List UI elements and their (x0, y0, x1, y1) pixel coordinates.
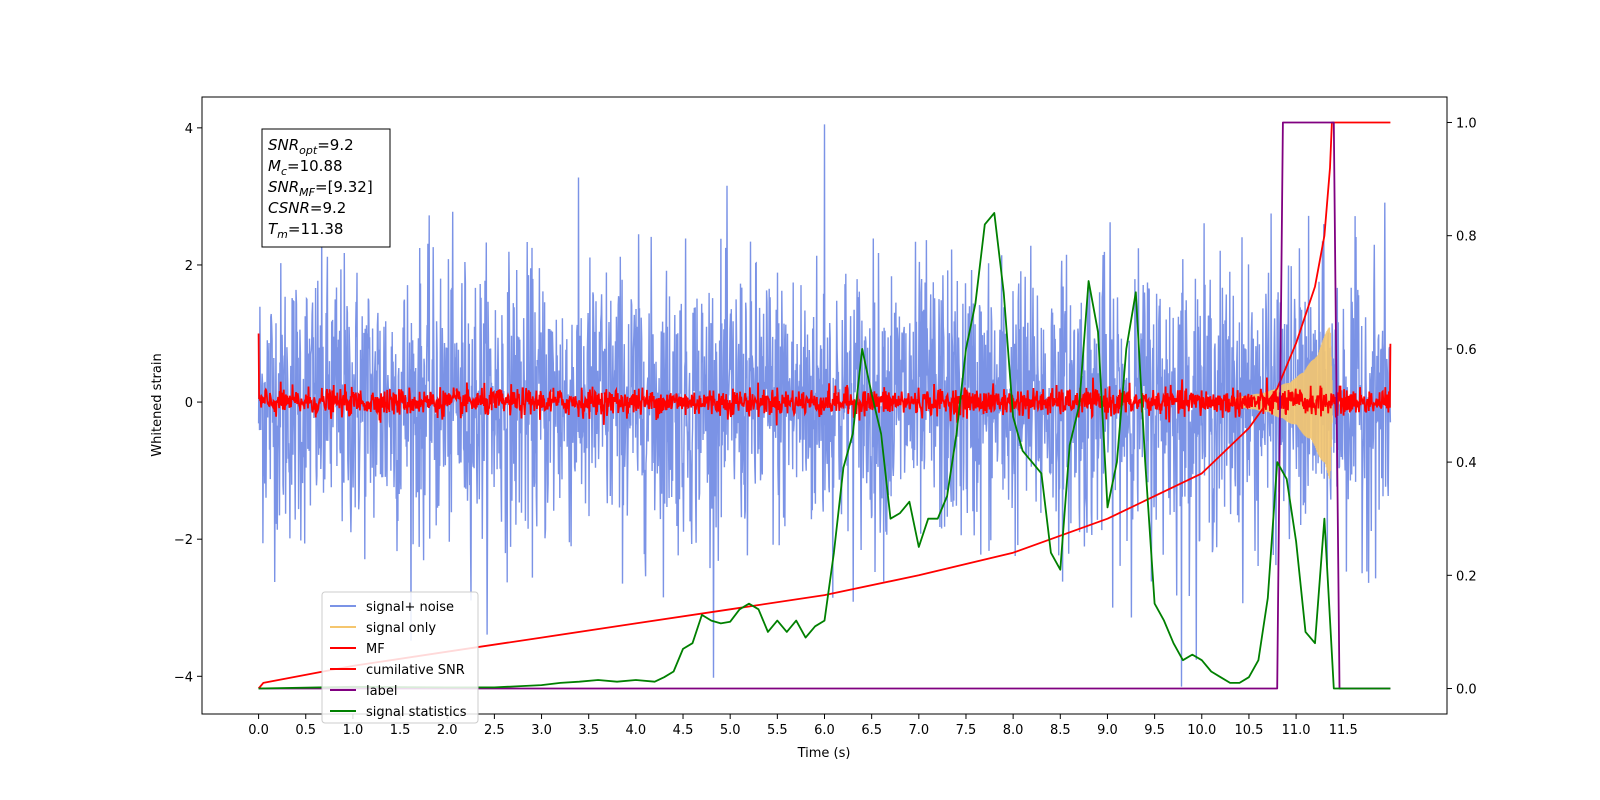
y2-tick-label: 0.8 (1456, 230, 1477, 245)
annotation-line: SNRopt=9.2 (268, 136, 354, 157)
legend-label: signal+ noise (366, 600, 454, 615)
x-tick-label: 2.0 (437, 723, 458, 738)
y2-tick-label: 1.0 (1456, 116, 1477, 131)
x-tick-label: 8.0 (1003, 723, 1024, 738)
y2-tick-label: 0.6 (1456, 343, 1477, 358)
x-tick-label: 0.0 (248, 723, 269, 738)
legend: signal+ noise signal only MF cumilative SNR… (321, 591, 479, 724)
x-tick-label: 5.0 (720, 723, 741, 738)
annotation-line: Mc=10.88 (268, 157, 343, 178)
series-mf (257, 333, 1392, 426)
x-tick-label: 9.0 (1097, 723, 1118, 738)
y-tick-label: 2 (185, 259, 193, 274)
y-axis-label: Whitened strain (150, 353, 165, 456)
y-tick-label: 4 (185, 122, 193, 137)
x-tick-label: 10.5 (1234, 723, 1263, 738)
legend-label: cumilative SNR (366, 663, 465, 678)
x-tick-label: 7.5 (956, 723, 977, 738)
annotation-line: SNRMF=[9.32] (268, 178, 373, 199)
x-tick-label: 3.5 (578, 723, 599, 738)
x-tick-label: 0.5 (295, 723, 316, 738)
legend-label: signal statistics (366, 705, 467, 720)
x-tick-label: 8.5 (1050, 723, 1071, 738)
y-tick-label: −2 (174, 533, 193, 548)
x-tick-label: 9.5 (1144, 723, 1165, 738)
x-tick-label: 5.5 (767, 723, 788, 738)
legend-label: signal only (366, 621, 436, 636)
y2-tick-label: 0.4 (1456, 456, 1477, 471)
x-tick-label: 6.0 (814, 723, 835, 738)
x-tick-label: 6.5 (861, 723, 882, 738)
x-tick-label: 10.0 (1187, 723, 1216, 738)
annotation-line: CSNR=9.2 (268, 199, 346, 217)
legend-label: MF (366, 642, 385, 657)
annotation-line: Tm=11.38 (268, 220, 343, 241)
y-tick-label: −4 (174, 670, 193, 685)
x-axis-label: Time (s) (797, 746, 851, 761)
series-signal-statistics (258, 212, 1391, 690)
y2-tick-label: 0.0 (1456, 683, 1477, 698)
x-tick-label: 2.5 (484, 723, 505, 738)
y2-tick-label: 0.2 (1456, 569, 1477, 584)
series-signal-noise (257, 124, 1392, 687)
x-tick-label: 3.0 (531, 723, 552, 738)
x-tick-label: 1.0 (343, 723, 364, 738)
y-tick-label: 0 (185, 396, 193, 411)
series-cumilative-snr (257, 121, 1391, 690)
plot-area (257, 121, 1392, 690)
x-tick-label: 11.5 (1329, 723, 1358, 738)
x-tick-label: 1.5 (390, 723, 411, 738)
x-tick-label: 11.0 (1282, 723, 1311, 738)
legend-label: label (366, 684, 397, 699)
x-tick-label: 4.5 (673, 723, 694, 738)
x-tick-label: 7.0 (908, 723, 929, 738)
x-tick-label: 4.0 (626, 723, 647, 738)
axes: 0.0 0.5 1.0 1.5 2.0 2.5 3.0 3.5 4.0 4.5 5.0 5.5 6.0 6… (174, 116, 1477, 738)
